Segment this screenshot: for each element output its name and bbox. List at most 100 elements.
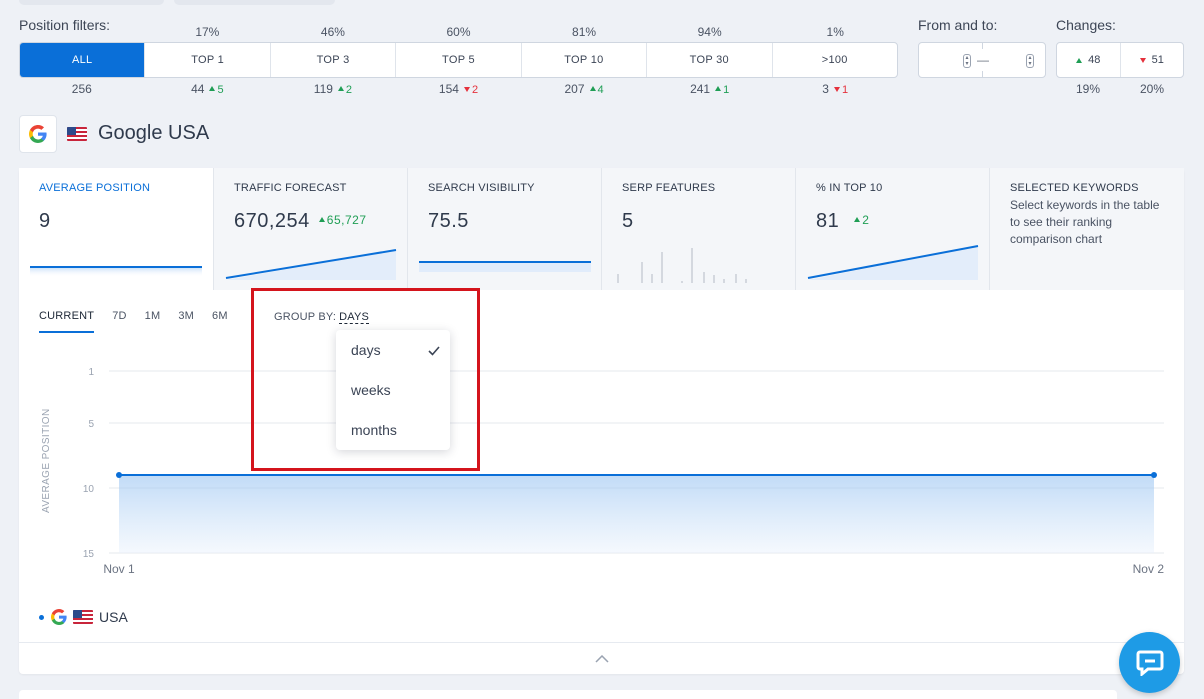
serp-features-sparkline (617, 248, 747, 283)
metric-title: TRAFFIC FORECAST (234, 182, 347, 194)
chevron-up-icon (594, 654, 609, 663)
legend-label: USA (99, 609, 128, 625)
filter-count-value: 207 (564, 82, 585, 96)
metric-selected-keywords: SELECTED KEYWORDS Select keywords in the… (989, 168, 1184, 290)
metric-title: SELECTED KEYWORDS (1010, 182, 1139, 194)
arrow-up-icon (854, 217, 861, 222)
filter-count: 207 4 (522, 82, 647, 96)
from-to-range: ▴ ▾ — ▴ ▾ (918, 42, 1046, 78)
x-tick-label: Nov 1 (103, 562, 135, 576)
filter-percent: 46% (320, 25, 345, 39)
changes-up-count: 48 (1088, 54, 1101, 66)
metric-title: SERP FEATURES (622, 182, 716, 194)
group-by-label: GROUP BY: (274, 311, 337, 323)
filter-delta: 1 (723, 84, 730, 96)
changes-up-button[interactable]: 48 (1057, 43, 1120, 77)
filter-top-10[interactable]: TOP 10 (520, 43, 646, 77)
filter-count: 119 2 (270, 82, 395, 96)
arrow-up-icon (715, 86, 722, 91)
filter-count-value: 119 (313, 82, 333, 96)
checkmark-icon (428, 346, 440, 356)
series-area (119, 475, 1154, 553)
position-filters-label: Position filters: (19, 17, 111, 33)
filter-count-value: 3 (822, 82, 829, 96)
collapse-button[interactable] (19, 642, 1184, 674)
group-by-toggle[interactable]: DAYS (339, 311, 370, 324)
arrow-up-icon (589, 86, 596, 91)
filter-delta: 4 (597, 84, 604, 96)
filter-all[interactable]: ALL (20, 43, 145, 77)
filter-count: 154 2 (396, 82, 521, 96)
filter-top-5[interactable]: TOP 5 (395, 43, 520, 77)
metric-percent-in-top-10[interactable]: % IN TOP 10 81 2 (795, 168, 989, 290)
tab-3m[interactable]: 3M (178, 310, 195, 322)
filter-percent: 60% (446, 25, 471, 39)
group-by-option-days[interactable]: days (351, 342, 441, 358)
position-filter-group: ALL TOP 1 TOP 3 TOP 5 TOP 10 TOP 30 >100 (19, 42, 898, 78)
engine-title: Google USA (98, 122, 210, 144)
metric-traffic-forecast[interactable]: TRAFFIC FORECAST 670,254 65,727 (213, 168, 407, 290)
arrow-down-icon (1139, 57, 1146, 63)
arrow-up-icon (209, 86, 216, 91)
chat-button[interactable] (1119, 632, 1180, 693)
arrow-up-icon (337, 86, 344, 91)
filter-delta: 5 (217, 84, 224, 96)
metric-value: 5 (622, 210, 634, 232)
metrics-row: AVERAGE POSITION 9 TRAFFIC FORECAST 670,… (19, 168, 1184, 290)
google-logo[interactable] (19, 115, 57, 153)
next-card-edge (19, 690, 1117, 699)
from-to-label: From and to: (918, 17, 998, 33)
metric-delta: 2 (862, 213, 870, 227)
filter-top-3[interactable]: TOP 3 (269, 43, 395, 77)
filter-percent: 1% (826, 25, 844, 39)
chart-legend[interactable]: USA (39, 609, 128, 625)
metric-value: 75.5 (428, 210, 469, 232)
tab-7d[interactable]: 7D (112, 310, 127, 322)
metric-delta: 65,727 (326, 213, 367, 227)
changes-label: Changes: (1056, 17, 1116, 33)
filter-percent: 17% (195, 25, 220, 39)
metric-value: 81 (816, 210, 840, 232)
google-g-icon (51, 609, 67, 625)
ranking-card: AVERAGE POSITION 9 TRAFFIC FORECAST 670,… (19, 168, 1184, 674)
changes-group: 48 51 (1056, 42, 1184, 78)
y-tick-label: 5 (88, 419, 94, 430)
changes-down-pct: 20% (1139, 82, 1165, 96)
x-tick-label: Nov 2 (1133, 562, 1165, 576)
y-tick-label: 10 (83, 484, 95, 495)
group-by-option-weeks[interactable]: weeks (351, 382, 391, 398)
data-point[interactable] (116, 472, 122, 478)
group-by-option-months[interactable]: months (351, 422, 397, 438)
arrow-up-icon (318, 217, 325, 222)
filter-100[interactable]: >100 (771, 43, 897, 77)
arrow-down-icon (833, 87, 840, 92)
filter-count-value: 44 (191, 82, 205, 96)
filter-top-30[interactable]: TOP 30 (646, 43, 771, 77)
tab-current[interactable]: CURRENT (39, 310, 95, 333)
to-stepper[interactable]: ▴ ▾ (1026, 54, 1034, 68)
metric-title: AVERAGE POSITION (39, 182, 151, 194)
from-stepper[interactable]: ▴ ▾ (963, 54, 971, 68)
top-stub (19, 0, 164, 5)
option-label: days (351, 342, 381, 358)
search-visibility-sparkline (419, 261, 591, 272)
metric-search-visibility[interactable]: SEARCH VISIBILITY 75.5 (407, 168, 601, 290)
tab-6m[interactable]: 6M (212, 310, 228, 322)
y-tick-label: 1 (88, 367, 94, 378)
data-point[interactable] (1151, 472, 1157, 478)
metric-description: Select keywords in the table to see thei… (1010, 198, 1160, 246)
changes-down-button[interactable]: 51 (1119, 43, 1184, 77)
filter-delta: 2 (345, 84, 353, 96)
changes-up-pct: 19% (1075, 82, 1101, 96)
filter-count-value: 241 (690, 82, 711, 96)
filter-top-1[interactable]: TOP 1 (144, 43, 269, 77)
metric-serp-features[interactable]: SERP FEATURES 5 (601, 168, 795, 290)
y-axis-title: AVERAGE POSITION (41, 408, 52, 513)
arrow-down-icon (463, 87, 470, 92)
changes-down-count: 51 (1151, 54, 1164, 66)
tab-1m[interactable]: 1M (144, 310, 161, 322)
range-divider (982, 43, 983, 49)
google-g-icon (29, 125, 47, 143)
metric-average-position[interactable]: AVERAGE POSITION 9 (19, 168, 213, 290)
